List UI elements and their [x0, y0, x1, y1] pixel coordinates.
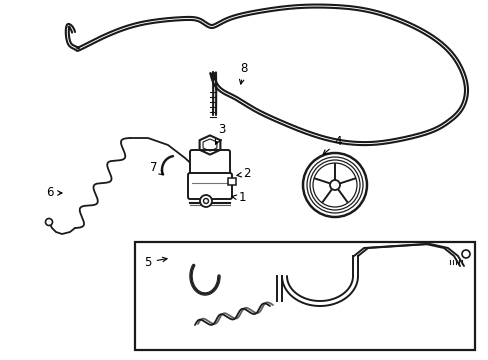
Circle shape: [461, 250, 469, 258]
FancyBboxPatch shape: [187, 173, 231, 199]
Circle shape: [303, 153, 366, 217]
Polygon shape: [199, 135, 220, 154]
FancyBboxPatch shape: [190, 150, 229, 182]
Text: 3: 3: [215, 123, 225, 144]
Text: 7: 7: [150, 162, 163, 175]
Bar: [135, 242, 474, 350]
Circle shape: [200, 195, 212, 207]
Text: 8: 8: [239, 62, 247, 84]
Circle shape: [45, 219, 52, 225]
Text: 2: 2: [237, 167, 250, 180]
Text: 6: 6: [46, 186, 62, 199]
Text: 1: 1: [231, 192, 245, 204]
FancyBboxPatch shape: [227, 178, 236, 185]
Text: 4: 4: [323, 135, 341, 154]
Circle shape: [329, 180, 339, 190]
Text: 5: 5: [144, 256, 167, 269]
